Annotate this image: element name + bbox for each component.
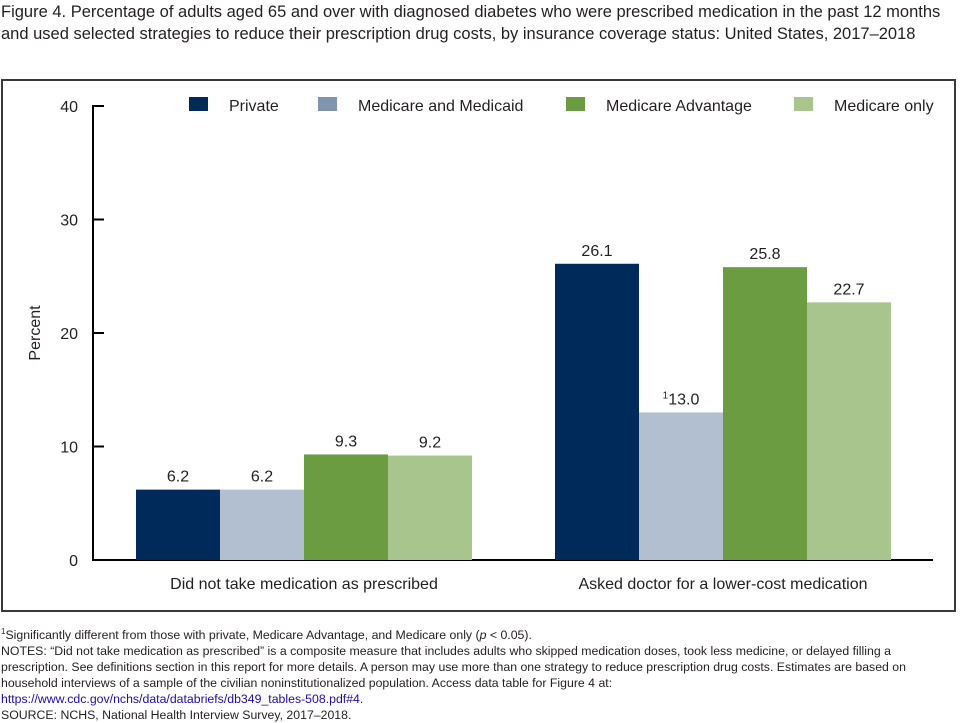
bar xyxy=(639,412,723,560)
legend-swatch xyxy=(794,97,813,111)
legend-swatch xyxy=(318,97,337,111)
figure-title: Figure 4. Percentage of adults aged 65 a… xyxy=(1,3,941,43)
bar-value-label: 113.0 xyxy=(663,390,700,408)
significance-note: 1Significantly different from those with… xyxy=(1,627,532,643)
bar xyxy=(304,454,388,560)
legend-item: Medicare only xyxy=(794,97,934,115)
legend-label: Medicare only xyxy=(834,98,934,115)
footnotes: 1Significantly different from those with… xyxy=(1,624,959,723)
bar-value-label: 9.3 xyxy=(335,433,357,450)
bar xyxy=(723,267,807,560)
bar xyxy=(136,489,220,560)
y-tick-label: 40 xyxy=(60,99,78,116)
source-note: SOURCE: NCHS, National Health Interview … xyxy=(1,708,352,723)
data-table-link[interactable]: https://www.cdc.gov/nchs/data/databriefs… xyxy=(1,692,360,707)
bar-value-label: 25.8 xyxy=(749,246,780,263)
chart-frame xyxy=(1,79,956,612)
x-category-label: Did not take medication as prescribed xyxy=(170,576,438,593)
bar xyxy=(220,489,304,560)
legend-label: Medicare and Medicaid xyxy=(358,98,523,115)
legend-label: Medicare Advantage xyxy=(606,98,752,115)
legend-item: Medicare Advantage xyxy=(566,97,752,115)
bar-value-label: 22.7 xyxy=(833,281,864,298)
bar xyxy=(807,302,891,560)
y-tick-label: 0 xyxy=(69,553,78,570)
legend-swatch xyxy=(566,97,585,111)
bar-value-label: 26.1 xyxy=(581,243,612,260)
legend-swatch xyxy=(189,97,208,111)
legend-item: Private xyxy=(189,97,279,115)
legend-item: Medicare and Medicaid xyxy=(318,97,523,115)
significance-marker: 1 xyxy=(663,390,669,401)
y-tick-label: 30 xyxy=(60,213,78,230)
bar xyxy=(388,455,472,560)
notes: NOTES: “Did not take medication as presc… xyxy=(1,644,906,707)
bar-value-label: 9.2 xyxy=(419,435,441,452)
y-tick-label: 20 xyxy=(60,326,78,343)
bar-value-label: 6.2 xyxy=(167,469,189,486)
x-category-label: Asked doctor for a lower-cost medication xyxy=(578,576,867,593)
y-axis-label: Percent xyxy=(27,305,44,361)
bar-value-label: 6.2 xyxy=(251,469,273,486)
legend-label: Private xyxy=(229,98,279,115)
bar xyxy=(555,263,639,560)
y-tick-label: 10 xyxy=(60,440,78,457)
